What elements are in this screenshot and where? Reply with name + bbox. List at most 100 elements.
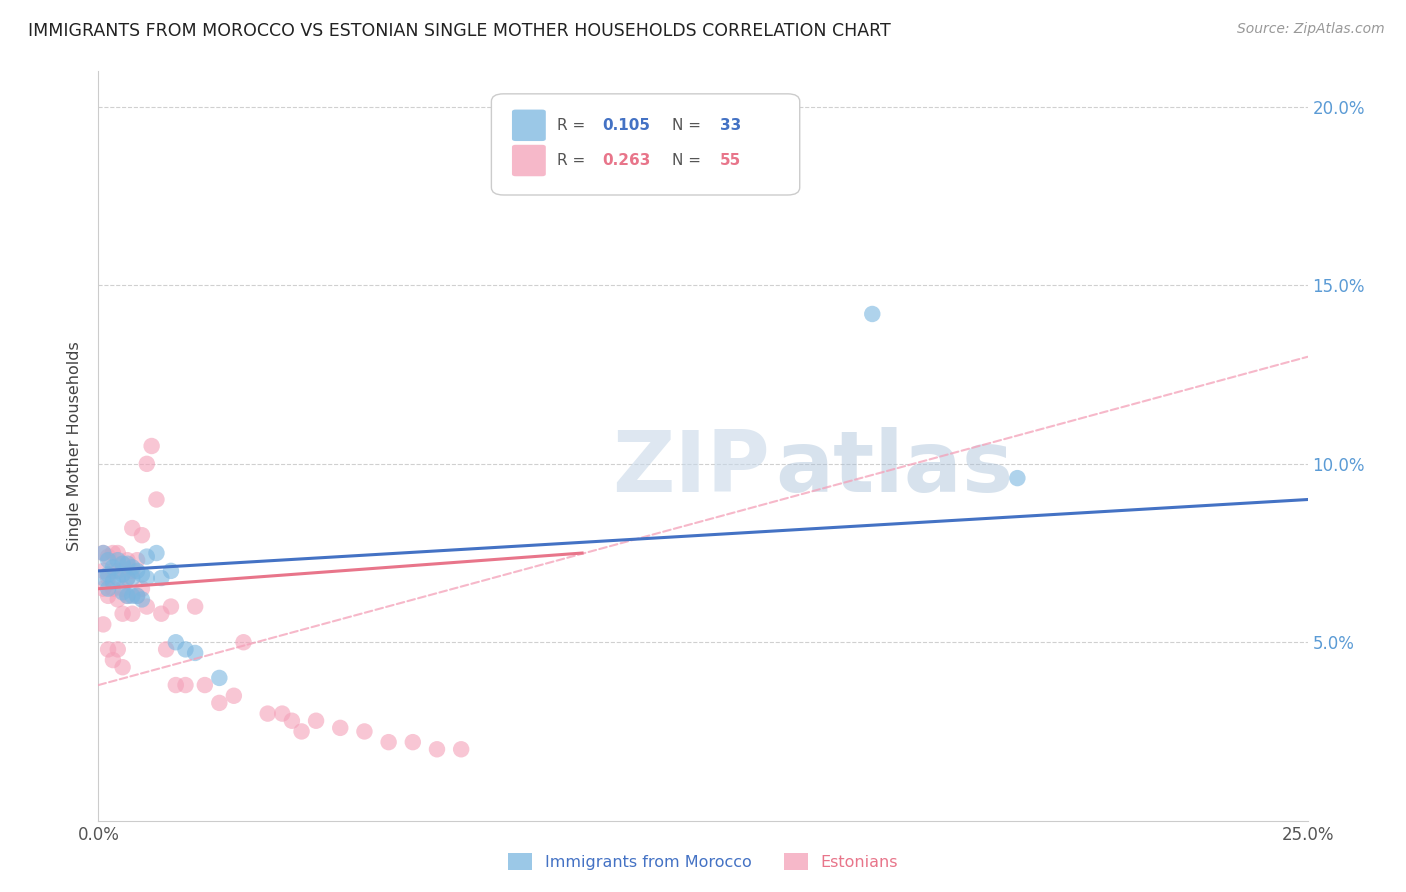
Legend: Immigrants from Morocco, Estonians: Immigrants from Morocco, Estonians [502,847,904,876]
Point [329,721,352,735]
Point [107,546,129,560]
Point [135,571,157,585]
Point [91,546,114,560]
Point [271,706,294,721]
Point [97,642,120,657]
Point [150,607,173,621]
Point [101,560,124,574]
FancyBboxPatch shape [492,94,800,195]
Point [111,607,134,621]
Point [111,557,134,571]
Text: 55: 55 [720,153,741,168]
Point [117,571,139,585]
Point [97,582,120,596]
Text: N =: N = [672,153,706,168]
Point [402,735,425,749]
Point [101,546,124,560]
Point [131,567,153,582]
Point [290,724,312,739]
Text: ZIP: ZIP [612,427,769,510]
Point [117,589,139,603]
Point [165,635,187,649]
Point [281,714,304,728]
Point [111,567,134,582]
Point [305,714,328,728]
Point [91,571,114,585]
Point [121,571,143,585]
Point [232,635,254,649]
Point [135,457,157,471]
Text: atlas: atlas [776,427,1014,510]
Point [121,589,143,603]
Point [97,571,120,585]
Point [131,582,153,596]
Point [353,724,375,739]
Point [121,564,143,578]
Point [222,689,245,703]
Point [145,492,167,507]
Point [208,671,231,685]
Point [101,653,124,667]
Point [377,735,399,749]
Point [97,549,120,564]
Point [117,557,139,571]
Text: 0.263: 0.263 [603,153,651,168]
Point [150,571,173,585]
Point [107,571,129,585]
Point [117,589,139,603]
Point [121,560,143,574]
Text: Source: ZipAtlas.com: Source: ZipAtlas.com [1237,22,1385,37]
Point [184,599,207,614]
Text: 0.105: 0.105 [603,118,651,133]
Point [145,546,167,560]
Point [141,439,163,453]
Text: R =: R = [557,153,589,168]
Point [121,607,143,621]
Point [117,553,139,567]
Point [208,696,231,710]
Point [131,528,153,542]
Text: N =: N = [672,118,706,133]
Point [111,582,134,596]
Point [174,642,197,657]
Text: 33: 33 [720,118,741,133]
Point [426,742,449,756]
Point [101,582,124,596]
Point [91,546,114,560]
Point [107,564,129,578]
Point [121,521,143,535]
Point [174,678,197,692]
Point [91,582,114,596]
Point [111,585,134,599]
Y-axis label: Single Mother Households: Single Mother Households [67,341,83,551]
Point [160,564,183,578]
Text: R =: R = [557,118,589,133]
Point [127,589,149,603]
Point [111,557,134,571]
Point [860,307,883,321]
Point [256,706,278,721]
Point [97,567,120,582]
Text: IMMIGRANTS FROM MOROCCO VS ESTONIAN SINGLE MOTHER HOUSEHOLDS CORRELATION CHART: IMMIGRANTS FROM MOROCCO VS ESTONIAN SING… [28,22,891,40]
Point [111,660,134,674]
Point [117,571,139,585]
Point [107,592,129,607]
Point [127,553,149,567]
Point [165,678,187,692]
Point [127,589,149,603]
Point [97,553,120,567]
Point [101,574,124,589]
Point [97,589,120,603]
Point [135,549,157,564]
Point [107,642,129,657]
Point [194,678,217,692]
Point [91,617,114,632]
Point [160,599,183,614]
FancyBboxPatch shape [512,110,546,141]
Point [101,564,124,578]
Point [107,553,129,567]
FancyBboxPatch shape [512,145,546,177]
Point [450,742,472,756]
Point [131,592,153,607]
Point [1007,471,1029,485]
